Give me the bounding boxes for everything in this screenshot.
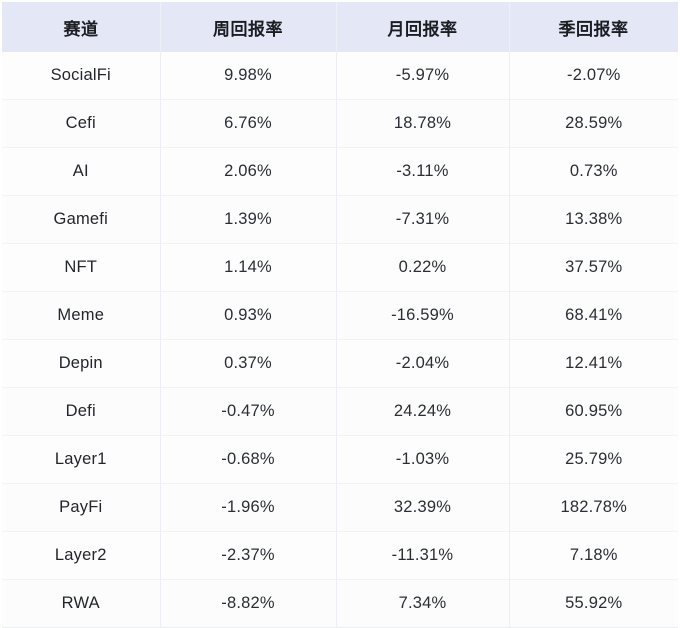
column-header-quarterly[interactable]: 季回报率 [509, 2, 678, 52]
cell-weekly: 9.98% [159, 52, 336, 100]
cell-monthly: 32.39% [335, 483, 509, 532]
cell-weekly: -0.47% [159, 387, 336, 436]
column-header-track[interactable]: 赛道 [63, 19, 99, 39]
cell-monthly: -5.97% [335, 52, 509, 100]
cell-track: SocialFi [2, 52, 160, 100]
table-body: SocialFi 9.98% -5.97% -2.07% Cefi 6.76% … [2, 52, 678, 628]
table-row[interactable]: Depin 0.37% -2.04% 12.41% [2, 339, 678, 388]
cell-monthly: 18.78% [335, 99, 509, 148]
table-header: 赛道 周回报率 月回报率 季回报率 [2, 2, 678, 52]
cell-weekly: 1.39% [159, 195, 336, 244]
cell-quarterly: 68.41% [508, 291, 678, 340]
cell-weekly: -1.96% [159, 483, 336, 532]
cell-quarterly: 37.57% [508, 243, 678, 292]
table-row[interactable]: Layer2 -2.37% -11.31% 7.18% [2, 531, 678, 580]
cell-monthly: -7.31% [335, 195, 509, 244]
table-row[interactable]: Gamefi 1.39% -7.31% 13.38% [2, 195, 678, 244]
table-row[interactable]: NFT 1.14% 0.22% 37.57% [2, 243, 678, 292]
cell-weekly: 2.06% [159, 147, 336, 196]
cell-track: PayFi [2, 483, 160, 532]
cell-monthly: 24.24% [335, 387, 509, 436]
cell-weekly: -0.68% [159, 435, 336, 484]
cell-track: Meme [2, 291, 160, 340]
cell-track: Layer1 [2, 435, 160, 484]
cell-quarterly: 182.78% [508, 483, 678, 532]
column-header-weekly[interactable]: 周回报率 [160, 2, 336, 52]
table-row[interactable]: Defi -0.47% 24.24% 60.95% [2, 387, 678, 436]
column-header-monthly[interactable]: 月回报率 [336, 2, 509, 52]
cell-weekly: 6.76% [159, 99, 336, 148]
cell-quarterly: 25.79% [508, 435, 678, 484]
cell-weekly: 0.37% [159, 339, 336, 388]
table-row[interactable]: Meme 0.93% -16.59% 68.41% [2, 291, 678, 340]
cell-monthly: -16.59% [335, 291, 509, 340]
cell-monthly: -1.03% [335, 435, 509, 484]
cell-track: Defi [2, 387, 160, 436]
table-row[interactable]: RWA -8.82% 7.34% 55.92% [2, 579, 678, 628]
cell-quarterly: 12.41% [508, 339, 678, 388]
cell-track: Depin [2, 339, 160, 388]
cell-track: Gamefi [2, 195, 160, 244]
cell-monthly: 0.22% [335, 243, 509, 292]
table-header-row: 赛道 周回报率 月回报率 季回报率 [2, 2, 678, 52]
cell-track: Cefi [2, 99, 160, 148]
table-row[interactable]: PayFi -1.96% 32.39% 182.78% [2, 483, 678, 532]
cell-monthly: -11.31% [335, 531, 509, 580]
cell-track: NFT [2, 243, 160, 292]
cell-weekly: -8.82% [159, 579, 336, 628]
cell-quarterly: 28.59% [508, 99, 678, 148]
cell-quarterly: 55.92% [508, 579, 678, 628]
table-row[interactable]: Layer1 -0.68% -1.03% 25.79% [2, 435, 678, 484]
cell-quarterly: 13.38% [508, 195, 678, 244]
cell-quarterly: 60.95% [508, 387, 678, 436]
cell-track: AI [2, 147, 160, 196]
cell-track: Layer2 [2, 531, 160, 580]
cell-monthly: 7.34% [335, 579, 509, 628]
table-row[interactable]: Cefi 6.76% 18.78% 28.59% [2, 99, 678, 148]
cell-track: RWA [2, 579, 160, 628]
cell-monthly: -2.04% [335, 339, 509, 388]
cell-quarterly: 0.73% [508, 147, 678, 196]
cell-weekly: 1.14% [159, 243, 336, 292]
cell-monthly: -3.11% [335, 147, 509, 196]
cell-quarterly: -2.07% [508, 52, 678, 100]
cell-weekly: -2.37% [159, 531, 336, 580]
table-row[interactable]: SocialFi 9.98% -5.97% -2.07% [2, 52, 678, 100]
cell-quarterly: 7.18% [508, 531, 678, 580]
cell-weekly: 0.93% [159, 291, 336, 340]
table-row[interactable]: AI 2.06% -3.11% 0.73% [2, 147, 678, 196]
